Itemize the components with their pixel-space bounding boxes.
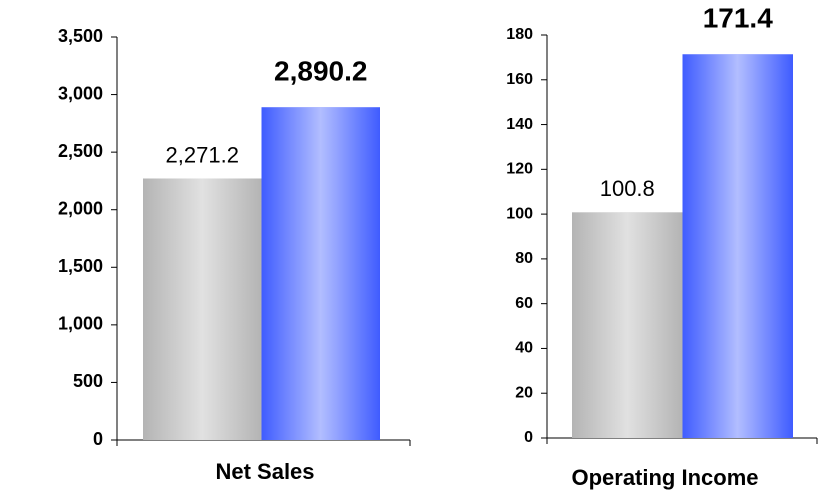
data-label: 2,890.2: [274, 56, 367, 87]
y-tick-label: 3,000: [58, 83, 103, 103]
bar-shine: [261, 107, 380, 440]
y-tick-label: 160: [506, 71, 533, 88]
bar-shine: [682, 54, 793, 438]
bar-shine: [143, 178, 262, 440]
y-tick-label: 1,500: [58, 256, 103, 276]
y-tick-label: 60: [515, 295, 533, 312]
y-tick-label: 80: [515, 250, 533, 267]
y-tick-label: 500: [73, 371, 103, 391]
data-label: 2,271.2: [166, 142, 239, 167]
data-label: 100.8: [600, 176, 655, 201]
y-tick-label: 40: [515, 340, 533, 357]
y-tick-label: 20: [515, 384, 533, 401]
y-tick-label: 0: [524, 429, 533, 446]
y-tick-label: 2,500: [58, 141, 103, 161]
y-tick-label: 120: [506, 161, 533, 178]
data-label: 171.4: [703, 3, 773, 34]
y-tick-label: 3,500: [58, 26, 103, 46]
x-axis-title: Net Sales: [215, 459, 314, 484]
bar-shine: [572, 212, 683, 438]
y-tick-label: 180: [506, 26, 533, 43]
y-tick-label: 0: [93, 429, 103, 449]
x-axis-title: Operating Income: [571, 465, 758, 490]
y-tick-label: 1,000: [58, 314, 103, 334]
y-tick-label: 140: [506, 116, 533, 133]
y-tick-label: 100: [506, 205, 533, 222]
y-tick-label: 2,000: [58, 198, 103, 218]
